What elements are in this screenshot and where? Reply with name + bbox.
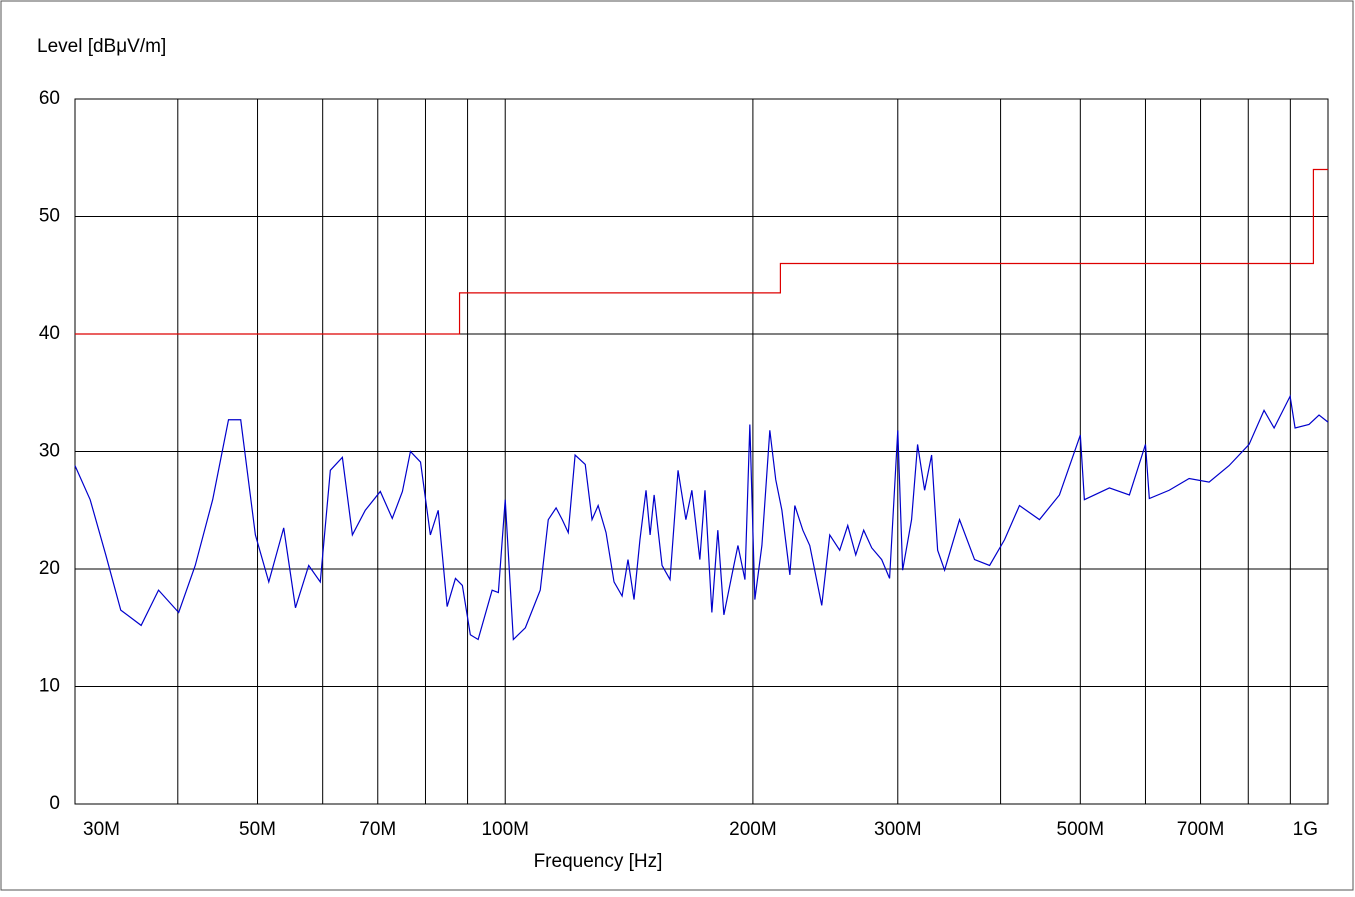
x-tick-label: 300M [874, 819, 922, 840]
data-line [74, 394, 1329, 641]
x-tick-label: 70M [359, 819, 396, 840]
x-tick-label: 100M [481, 819, 529, 840]
y-axis-label: Level [dBμV/m] [37, 36, 166, 57]
x-tick-label: 700M [1177, 819, 1225, 840]
x-tick-label: 500M [1057, 819, 1105, 840]
y-tick-label: 40 [39, 323, 60, 344]
plot-border [74, 98, 1329, 805]
data-line [75, 168, 1328, 335]
x-tick-label: 200M [729, 819, 777, 840]
y-tick-label: 60 [39, 88, 60, 109]
y-tick-label: 10 [39, 676, 60, 697]
x-tick-label: 1G [1293, 819, 1318, 840]
y-tick-label: 20 [39, 558, 60, 579]
y-tick-label: 0 [49, 793, 60, 814]
x-tick-label: 50M [239, 819, 276, 840]
x-axis-label: Frequency [Hz] [534, 851, 663, 872]
x-tick-label: 30M [83, 819, 120, 840]
y-tick-label: 30 [39, 441, 60, 462]
y-tick-label: 50 [39, 206, 60, 227]
